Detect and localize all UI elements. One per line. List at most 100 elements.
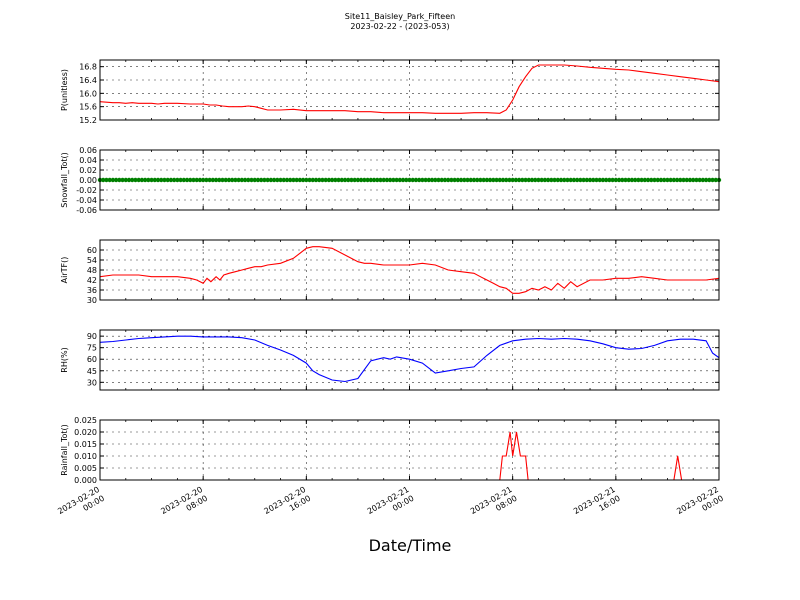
data-point xyxy=(317,177,322,183)
data-point xyxy=(378,177,383,183)
data-point xyxy=(433,177,438,183)
data-point xyxy=(458,177,464,183)
data-point xyxy=(387,177,393,183)
data-point xyxy=(520,177,525,183)
data-point xyxy=(342,177,348,183)
data-point xyxy=(107,177,112,183)
data-point xyxy=(307,177,312,183)
y-tick-label: 0.00 xyxy=(79,176,97,185)
data-point xyxy=(162,177,167,183)
data-point xyxy=(616,177,622,183)
data-point xyxy=(697,177,702,183)
data-point xyxy=(323,177,328,183)
y-tick-label: 0.025 xyxy=(74,416,97,425)
data-point xyxy=(687,177,693,183)
y-axis-label: AirTF() xyxy=(60,257,69,284)
data-point xyxy=(220,177,225,183)
data-point xyxy=(613,177,619,183)
data-point xyxy=(658,177,664,183)
data-point xyxy=(426,177,432,183)
data-point xyxy=(674,177,680,183)
data-point xyxy=(252,177,257,183)
data-point xyxy=(262,177,267,183)
plot-frame xyxy=(99,59,720,121)
data-point xyxy=(242,177,248,183)
data-point xyxy=(371,177,377,183)
data-point xyxy=(297,177,303,183)
data-point xyxy=(355,177,361,183)
data-point xyxy=(668,177,673,183)
subplot-3: 30 45 60 75 90 RH(%) xyxy=(60,329,720,391)
data-point xyxy=(465,177,470,183)
data-point xyxy=(152,177,158,183)
data-point xyxy=(707,177,712,183)
data-point xyxy=(165,177,170,183)
data-point xyxy=(600,177,606,183)
y-tick-label: 16.8 xyxy=(79,63,97,72)
data-point xyxy=(200,177,206,183)
y-tick-label: 0.04 xyxy=(79,156,97,165)
y-tick-label: 45 xyxy=(87,367,97,376)
data-point xyxy=(258,177,264,183)
data-point xyxy=(142,177,148,183)
x-tick-label: 2023-02-2016:00 xyxy=(263,485,313,525)
subplot-0: 15.2 15.6 16.0 16.4 16.8 P(unitless) xyxy=(60,59,720,125)
data-point xyxy=(436,177,441,183)
data-point xyxy=(639,177,644,183)
data-point xyxy=(271,177,277,183)
data-point xyxy=(184,177,190,183)
data-point xyxy=(275,177,280,183)
y-tick-label: 36 xyxy=(87,286,97,295)
y-axis-label: Snowfall_Tot() xyxy=(60,152,69,208)
data-point xyxy=(510,177,515,183)
data-point xyxy=(139,177,145,183)
data-point xyxy=(391,177,396,183)
data-point xyxy=(346,177,351,183)
data-point xyxy=(413,177,419,183)
data-point xyxy=(545,177,551,183)
data-point xyxy=(497,177,502,183)
data-point xyxy=(565,177,570,183)
data-point xyxy=(471,177,477,183)
plot-frame xyxy=(99,149,720,211)
data-point xyxy=(213,177,219,183)
data-point xyxy=(655,177,660,183)
data-point xyxy=(652,177,657,183)
data-point xyxy=(581,177,586,183)
x-tick-label: 2023-02-2116:00 xyxy=(572,485,622,525)
plot-frame xyxy=(99,419,720,481)
series-line xyxy=(100,64,719,114)
data-point xyxy=(381,177,386,183)
data-point xyxy=(178,177,183,183)
x-axis-label: Date/Time xyxy=(369,536,452,555)
data-point xyxy=(703,177,709,183)
data-point xyxy=(468,177,473,183)
data-point xyxy=(155,177,161,183)
data-point xyxy=(555,177,561,183)
data-point xyxy=(713,177,718,183)
data-point xyxy=(442,177,448,183)
y-axis-label: Rainfall_Tot() xyxy=(60,424,69,476)
data-point xyxy=(494,177,499,183)
data-point xyxy=(229,177,235,183)
data-point xyxy=(632,177,638,183)
plot-frame xyxy=(99,239,720,301)
data-point xyxy=(375,177,380,183)
data-point xyxy=(449,177,454,183)
data-point xyxy=(113,177,119,183)
y-tick-label: -0.02 xyxy=(76,186,97,195)
data-point xyxy=(610,177,615,183)
data-point xyxy=(571,177,577,183)
data-point xyxy=(568,177,573,183)
data-point xyxy=(168,177,174,183)
data-point xyxy=(478,177,483,183)
data-point xyxy=(239,177,245,183)
data-point xyxy=(310,177,315,183)
data-point xyxy=(636,177,641,183)
data-point xyxy=(233,177,238,183)
y-tick-label: 30 xyxy=(87,378,97,387)
data-point xyxy=(642,177,648,183)
data-point xyxy=(281,177,286,183)
x-tick-label: 2023-02-2008:00 xyxy=(159,485,209,525)
